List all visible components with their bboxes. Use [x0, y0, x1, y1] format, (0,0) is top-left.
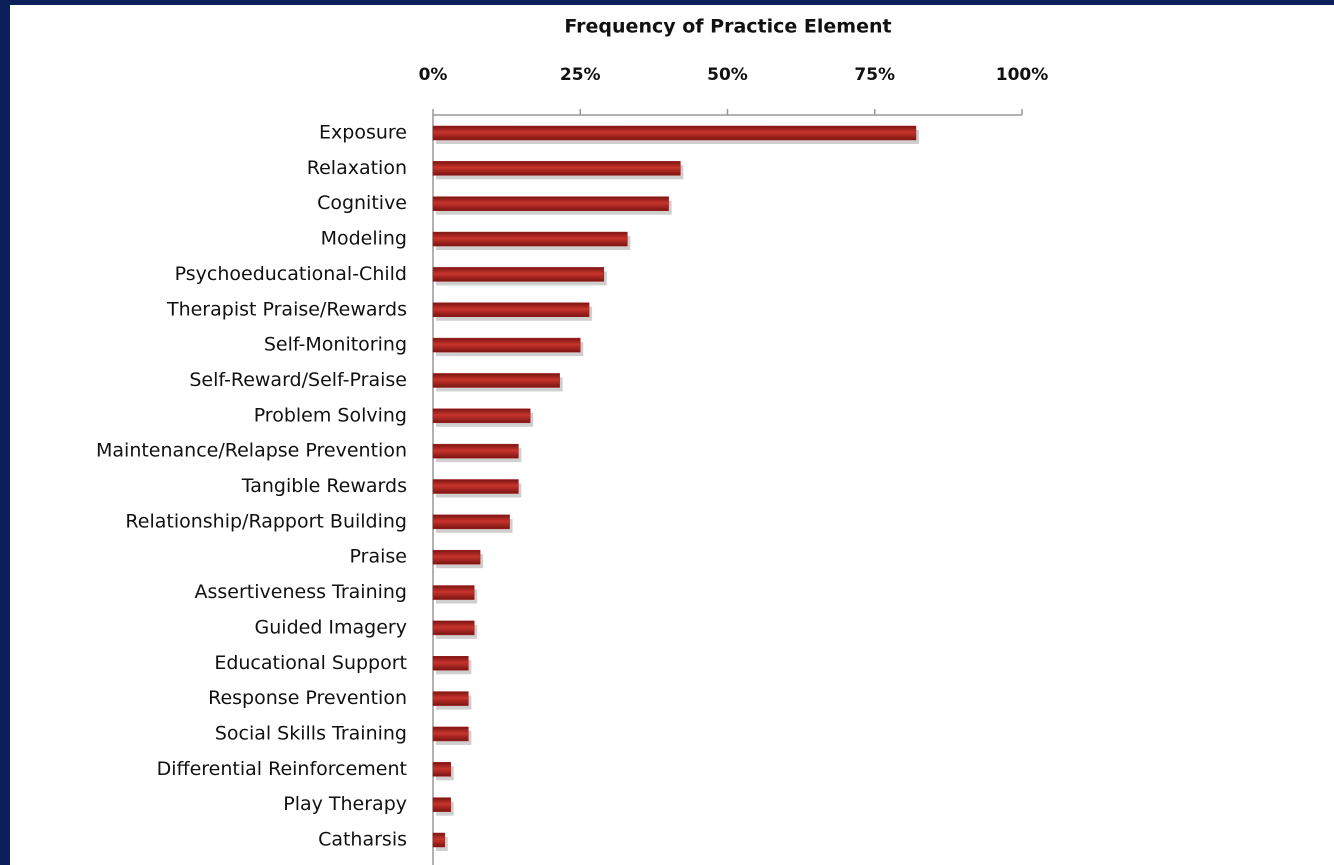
bar [432, 620, 475, 636]
bar [432, 408, 531, 424]
bar [432, 832, 446, 848]
bar [432, 302, 590, 317]
y-tick-label: Relaxation [307, 157, 407, 179]
x-tick-label: 0% [419, 65, 448, 85]
y-tick-label: Differential Reinforcement [157, 758, 407, 780]
y-tick-label: Modeling [321, 228, 407, 250]
y-tick-label: Cognitive [317, 192, 407, 214]
y-tick-label: Play Therapy [283, 793, 407, 815]
y-tick-label: Maintenance/Relapse Prevention [96, 440, 407, 462]
bar [432, 161, 681, 176]
y-tick-label: Catharsis [318, 829, 407, 851]
x-tick-label: 100% [996, 65, 1049, 85]
x-tick-label: 75% [854, 65, 895, 85]
bar [432, 231, 628, 247]
y-tick-label: Exposure [319, 122, 407, 144]
y-tick-label: Self-Monitoring [264, 334, 407, 356]
y-tick-label: Problem Solving [254, 404, 407, 426]
bar [432, 267, 605, 282]
y-tick-label: Social Skills Training [215, 722, 407, 744]
bar [432, 337, 581, 353]
y-tick-label: Praise [350, 546, 407, 568]
bar [432, 514, 510, 530]
y-tick-label: Response Prevention [208, 687, 407, 709]
y-tick-label: Therapist Praise/Rewards [166, 298, 407, 320]
y-tick-label: Tangible Rewards [241, 475, 407, 497]
bar [432, 549, 481, 565]
bar [432, 726, 469, 742]
bar [432, 691, 469, 706]
chart-panel [10, 5, 1334, 865]
y-tick-label: Relationship/Rapport Building [125, 510, 407, 532]
y-tick-label: Psychoeducational-Child [175, 263, 407, 285]
bar [432, 443, 519, 459]
x-tick-label: 50% [707, 65, 748, 85]
y-tick-label: Self-Reward/Self-Praise [189, 369, 407, 391]
bar [432, 125, 917, 141]
y-tick-label: Guided Imagery [255, 616, 407, 638]
bar [432, 479, 519, 494]
bar [432, 762, 451, 777]
y-tick-label: Educational Support [214, 652, 407, 674]
chart-title: Frequency of Practice Element [564, 16, 891, 38]
bar [432, 656, 469, 671]
bar [432, 585, 475, 600]
y-tick-label: Assertiveness Training [195, 581, 408, 603]
bar [432, 373, 560, 388]
x-tick-label: 25% [560, 65, 601, 85]
bar [432, 196, 669, 211]
bar [432, 797, 451, 812]
